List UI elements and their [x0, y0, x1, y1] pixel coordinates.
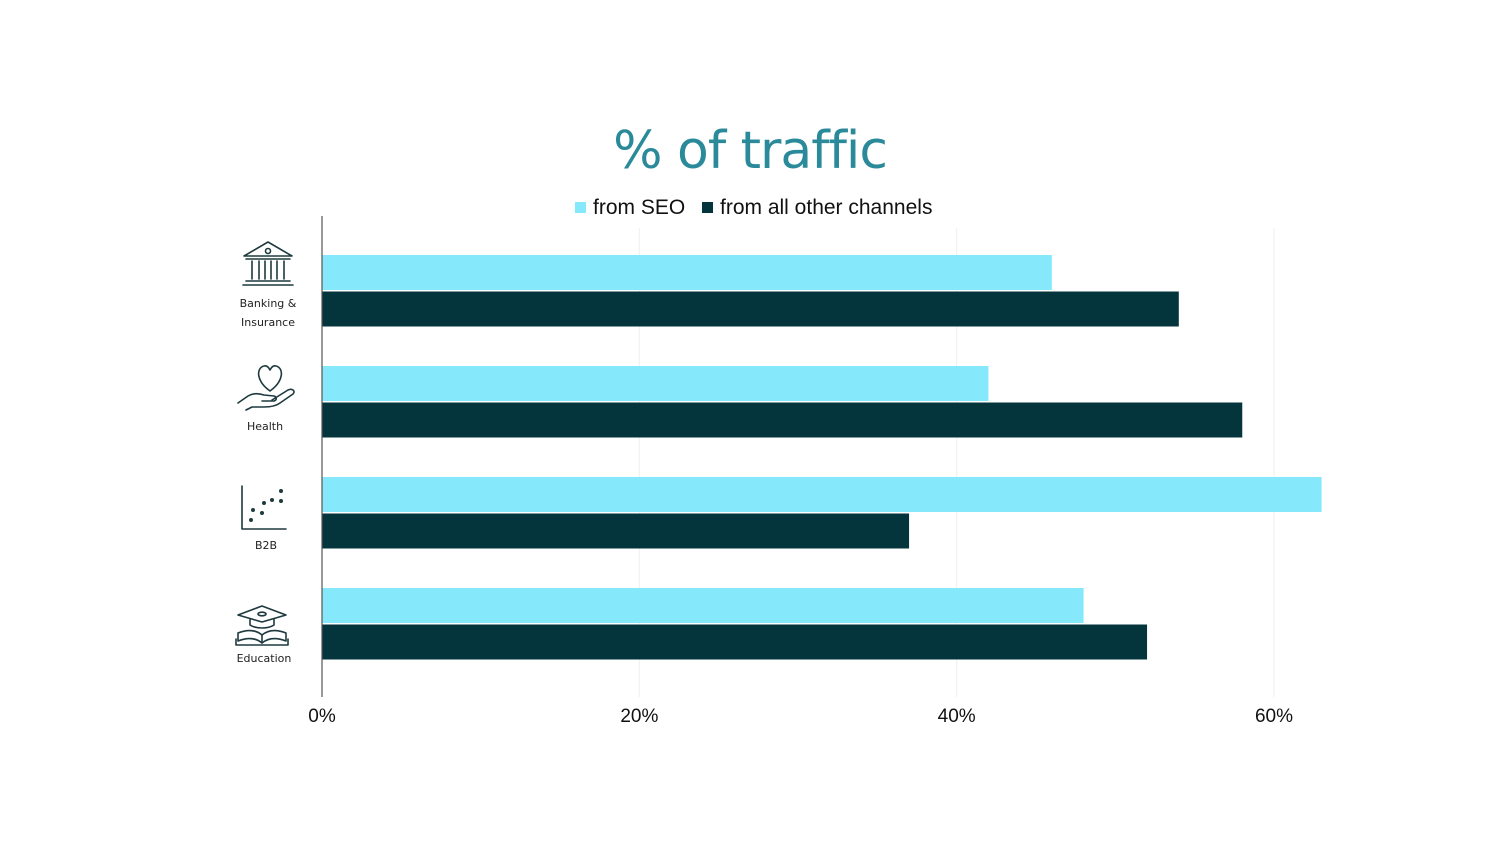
category-label-education: Education — [237, 652, 292, 665]
bar-seo-1 — [322, 366, 989, 401]
x-tick-label: 0% — [308, 706, 336, 727]
bar-seo-0 — [322, 255, 1052, 290]
category-labels: Banking & Insurance Health B2B Education — [237, 297, 297, 665]
legend-swatch-other — [702, 202, 713, 213]
bank-icon — [242, 241, 294, 286]
category-label-banking-line1: Banking & — [240, 297, 297, 310]
bar-seo-2 — [322, 477, 1322, 512]
category-label-banking-line2: Insurance — [241, 316, 295, 329]
bar-other-3 — [322, 624, 1148, 660]
bar-other-1 — [322, 402, 1243, 438]
bar-other-0 — [322, 291, 1179, 327]
legend-label-other: from all other channels — [720, 196, 932, 219]
category-label-b2b: B2B — [255, 539, 277, 552]
graduation-book-icon — [235, 605, 289, 646]
bars — [322, 255, 1322, 660]
bar-other-2 — [322, 513, 910, 549]
chart-title: % of traffic — [613, 121, 887, 181]
x-tick-label: 20% — [620, 706, 658, 727]
x-tick-label: 40% — [938, 706, 976, 727]
bar-seo-3 — [322, 588, 1084, 623]
category-icons — [235, 241, 295, 646]
category-label-health: Health — [247, 420, 283, 433]
x-axis-ticks: 0% 20% 40% 60% — [308, 706, 1293, 727]
legend-label-seo: from SEO — [593, 196, 685, 219]
scatter-plot-icon — [241, 485, 287, 530]
legend-swatch-seo — [575, 202, 586, 213]
legend: from SEO from all other channels — [575, 196, 932, 219]
x-tick-label: 60% — [1255, 706, 1293, 727]
heart-hand-icon — [237, 365, 295, 411]
